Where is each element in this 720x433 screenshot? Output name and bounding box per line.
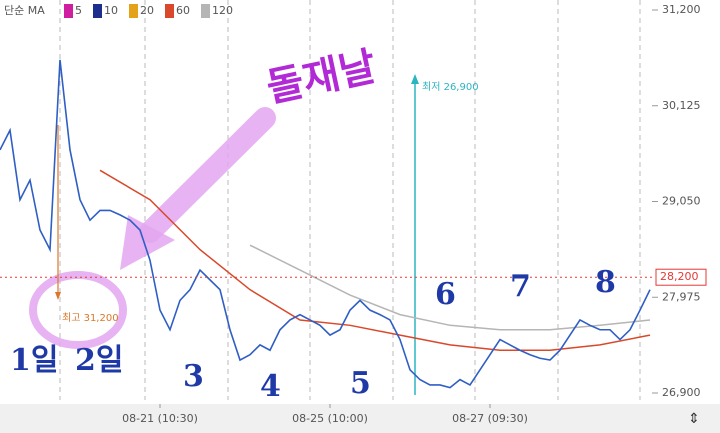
annotation-arrow [139, 107, 276, 243]
marks [0, 59, 651, 389]
legend-label: 20 [140, 4, 154, 17]
price-line [0, 59, 651, 389]
handwritten-label: 1일 [10, 343, 58, 378]
high-annotation: 최고 31,200 [62, 312, 119, 324]
x-axis-bar [0, 404, 720, 433]
legend-swatch [201, 4, 210, 18]
handwritten-label: 2일 [75, 343, 123, 378]
handwritten-label: 7 [510, 269, 531, 304]
legend-label: 60 [176, 4, 190, 17]
legend-label: 120 [212, 4, 233, 17]
legend-swatch [93, 4, 102, 18]
legend-swatch [129, 4, 138, 18]
high-arrow-head [55, 292, 61, 300]
handwritten-label: 5 [350, 366, 371, 401]
legend-label: 10 [104, 4, 118, 17]
handwritten-label: 3 [183, 359, 204, 394]
y-tick-label: 29,050 [662, 195, 701, 208]
legend-swatch [64, 4, 73, 18]
last-price-box [655, 268, 707, 286]
scroll-icon[interactable]: ⇕ [688, 411, 700, 427]
y-tick-label: 26,900 [662, 386, 701, 399]
y-tick-label: 31,200 [662, 3, 701, 16]
legend-title: 단순 MA [4, 4, 45, 17]
handwritten-label: 6 [435, 277, 456, 312]
annotation-arrow-head [120, 215, 175, 270]
ma-line [249, 244, 651, 331]
ma-line [99, 169, 651, 351]
y-tick-label: 27,975 [662, 290, 701, 303]
low-arrow-head [411, 74, 419, 84]
low-annotation: 최저 26,900 [422, 81, 479, 93]
x-tick-label: 08-27 (09:30) [452, 412, 528, 425]
x-tick-label: 08-21 (10:30) [122, 412, 198, 425]
legend-swatch [165, 4, 174, 18]
last-price-label: 28,200 [660, 270, 699, 283]
legend-label: 5 [75, 4, 82, 17]
handwritten-label: 4 [260, 369, 281, 404]
annotation-circle [29, 271, 127, 349]
y-tick-label: 30,125 [662, 99, 701, 112]
handwritten-label: 8 [595, 265, 616, 300]
x-tick-label: 08-25 (10:00) [292, 412, 368, 425]
